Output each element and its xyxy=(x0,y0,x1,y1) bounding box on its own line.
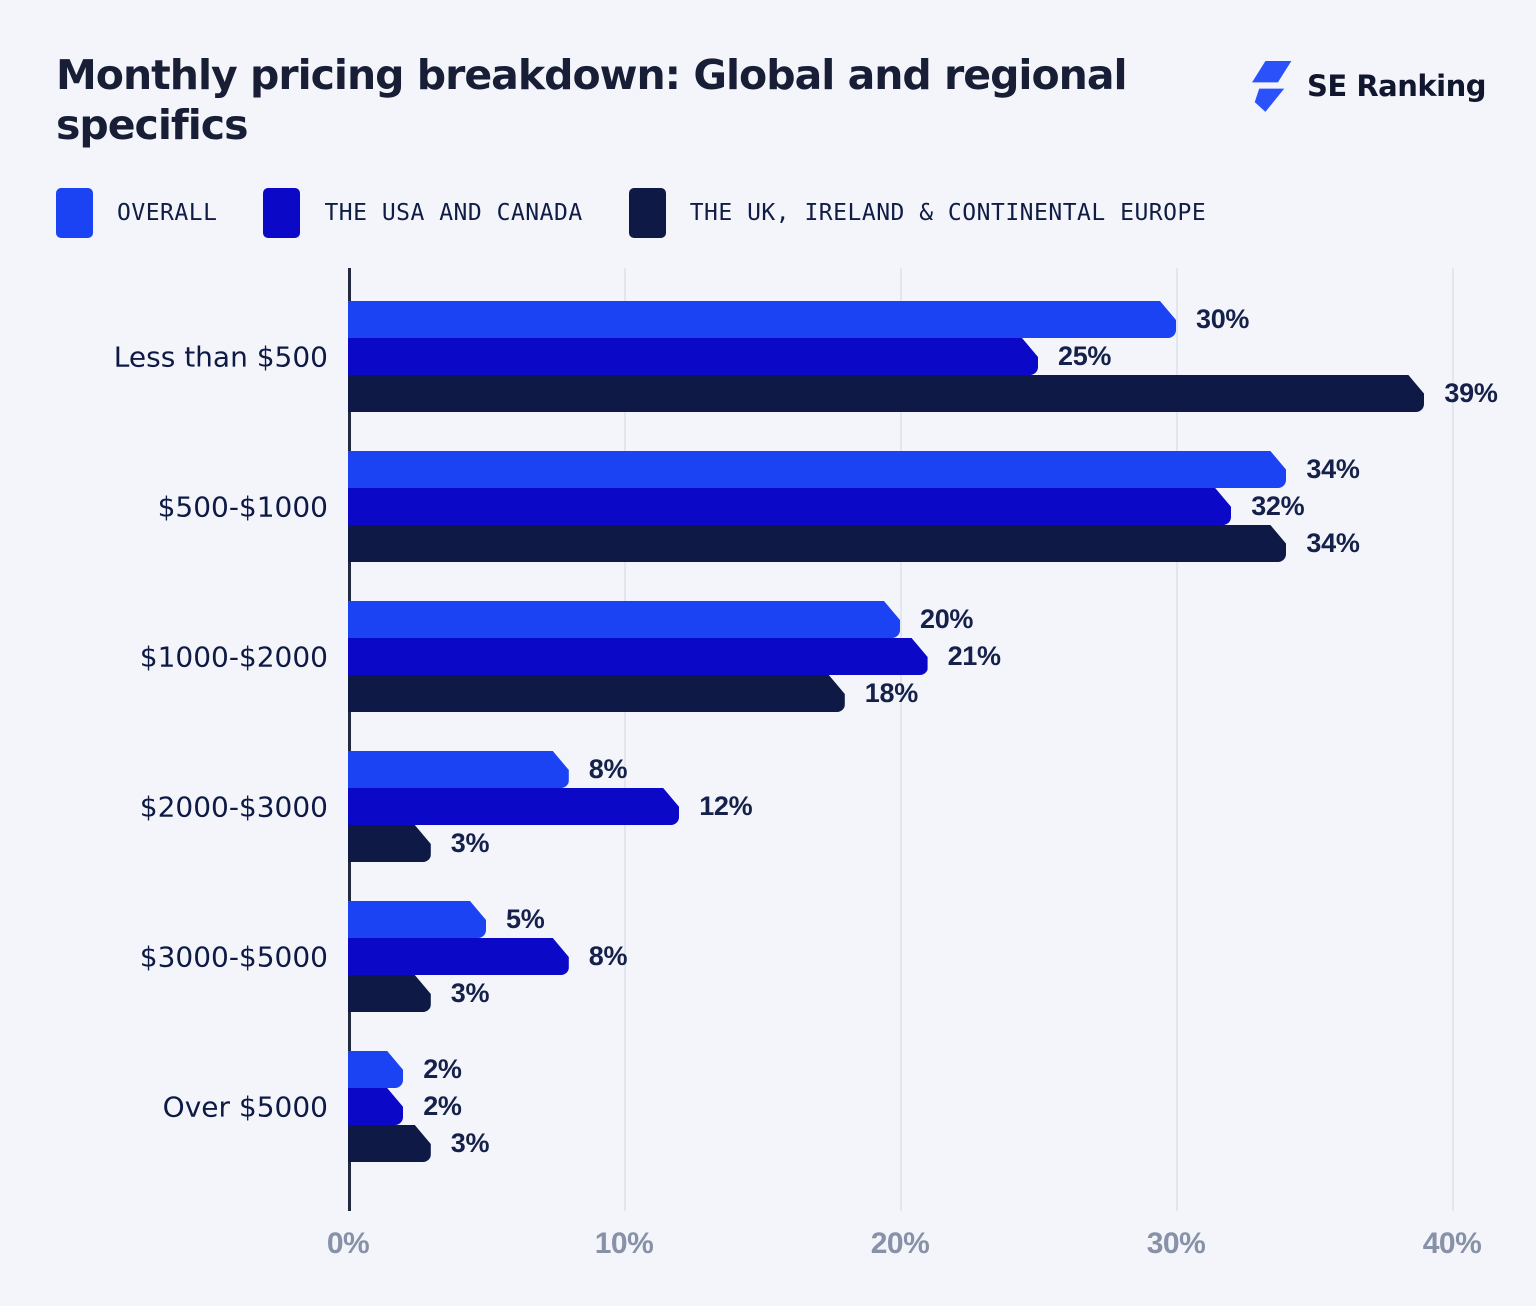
gridline xyxy=(1452,268,1454,1212)
bar-overall xyxy=(348,751,569,788)
bar-the-uk-ireland-continental-europe xyxy=(348,975,431,1012)
category-label: Over $5000 xyxy=(162,1090,328,1124)
bar-the-uk-ireland-continental-europe xyxy=(348,525,1286,562)
value-label: 25% xyxy=(1058,341,1112,372)
bar-line: 34% xyxy=(348,451,1488,488)
bar-line: 2% xyxy=(348,1088,1488,1125)
value-label: 3% xyxy=(450,1128,490,1159)
bar-line: 18% xyxy=(348,675,1488,712)
page-title: Monthly pricing breakdown: Global and re… xyxy=(56,51,1128,150)
bar-overall xyxy=(348,1051,403,1088)
legend-item-usa-canada: THE USA AND CANADA xyxy=(263,188,583,239)
value-label: 2% xyxy=(423,1091,462,1122)
gridline xyxy=(624,268,626,1212)
value-label: 18% xyxy=(864,678,918,709)
bar-the-uk-ireland-continental-europe xyxy=(348,375,1424,412)
bar-overall xyxy=(348,301,1176,338)
legend-item-overall: OVERALL xyxy=(56,188,218,239)
bar-the-usa-and-canada xyxy=(348,488,1231,525)
lightning-bolt-icon xyxy=(1244,56,1294,116)
value-label: 2% xyxy=(423,1054,462,1085)
category-label: $3000-$5000 xyxy=(139,940,328,974)
bar-the-usa-and-canada xyxy=(348,938,569,975)
value-label: 3% xyxy=(450,828,490,859)
bar-line: 32% xyxy=(348,488,1488,525)
chart-plot-area: Less than $500 30% 25% 39% $500-$1000 34% 32% 3… xyxy=(114,268,1498,1212)
bar-line: 30% xyxy=(348,301,1488,338)
value-label: 34% xyxy=(1306,454,1360,485)
bar-the-uk-ireland-continental-europe xyxy=(348,675,845,712)
gridlines xyxy=(348,268,1488,1212)
legend-swatch-usa-canada xyxy=(263,188,301,239)
value-label: 8% xyxy=(588,941,628,972)
gridline xyxy=(1176,268,1178,1212)
x-tick-label: 10% xyxy=(594,1227,654,1261)
value-label: 3% xyxy=(450,978,490,1009)
gridline xyxy=(900,268,902,1212)
legend-label: OVERALL xyxy=(117,200,218,227)
category-group-500-1000: $500-$1000 34% 32% 34% xyxy=(158,451,1488,562)
bar-the-usa-and-canada xyxy=(348,1088,403,1125)
bar-line: 8% xyxy=(348,938,1488,975)
bar-overall xyxy=(348,451,1286,488)
bar-line: 2% xyxy=(348,1051,1488,1088)
category-label: $1000-$2000 xyxy=(139,640,328,674)
x-tick-label: 20% xyxy=(870,1227,930,1261)
bar-line: 3% xyxy=(348,825,1488,862)
se-ranking-logo: SE Ranking xyxy=(1244,56,1486,116)
category-group-2000-3000: $2000-$3000 8% 12% 3% xyxy=(140,751,1488,862)
bar-line: 34% xyxy=(348,525,1488,562)
bar-line: 8% xyxy=(348,751,1488,788)
value-label: 20% xyxy=(920,604,974,635)
legend-swatch-overall xyxy=(56,188,93,239)
category-label: $2000-$3000 xyxy=(139,790,328,824)
bar-line: 3% xyxy=(348,1125,1488,1162)
legend-swatch-uk-ireland-europe xyxy=(628,188,666,239)
x-axis-tick-labels: 0% 10% 20% 30% 40% xyxy=(327,1227,1488,1273)
value-label: 30% xyxy=(1196,304,1250,335)
value-label: 21% xyxy=(947,641,1001,672)
x-tick-label: 30% xyxy=(1146,1227,1206,1261)
bar-line: 20% xyxy=(348,601,1488,638)
y-axis-line xyxy=(348,268,351,1212)
legend-label: THE USA AND CANADA xyxy=(324,200,583,227)
bar-line: 3% xyxy=(348,975,1488,1012)
category-group-3000-5000: $3000-$5000 5% 8% 3% xyxy=(140,901,1488,1012)
bar-line: 5% xyxy=(348,901,1488,938)
value-label: 5% xyxy=(506,904,545,935)
category-label: $500-$1000 xyxy=(157,490,328,524)
bar-the-usa-and-canada xyxy=(348,638,928,675)
category-group-1000-2000: $1000-$2000 20% 21% 18% xyxy=(140,601,1488,712)
legend: OVERALL THE USA AND CANADA THE UK, IRELA… xyxy=(56,188,1480,239)
value-label: 34% xyxy=(1306,528,1360,559)
bar-the-usa-and-canada xyxy=(348,788,679,825)
category-group-over-5000: Over $5000 2% 2% 3% xyxy=(163,1051,1488,1162)
legend-label: THE UK, IRELAND & CONTINENTAL EUROPE xyxy=(689,200,1207,227)
bar-the-uk-ireland-continental-europe xyxy=(348,825,431,862)
bar-line: 12% xyxy=(348,788,1488,825)
bar-overall xyxy=(348,901,486,938)
category-group-less-than-500: Less than $500 30% 25% 39% xyxy=(114,301,1498,412)
bar-overall xyxy=(348,601,900,638)
bar-line: 39% xyxy=(348,375,1498,412)
category-label: Less than $500 xyxy=(113,340,328,374)
x-tick-label: 0% xyxy=(326,1227,370,1261)
value-label: 8% xyxy=(588,754,628,785)
value-label: 39% xyxy=(1444,378,1498,409)
bar-the-uk-ireland-continental-europe xyxy=(348,1125,431,1162)
bar-line: 25% xyxy=(348,338,1488,375)
value-label: 12% xyxy=(699,791,753,822)
x-tick-label: 40% xyxy=(1422,1227,1482,1261)
bar-groups: Less than $500 30% 25% 39% $500-$1000 34% 32% 3… xyxy=(114,268,1498,1162)
value-label: 32% xyxy=(1251,491,1305,522)
bar-line: 21% xyxy=(348,638,1488,675)
brand-name: SE Ranking xyxy=(1307,69,1486,103)
bar-the-usa-and-canada xyxy=(348,338,1038,375)
legend-item-uk-ireland-europe: THE UK, IRELAND & CONTINENTAL EUROPE xyxy=(628,188,1207,239)
